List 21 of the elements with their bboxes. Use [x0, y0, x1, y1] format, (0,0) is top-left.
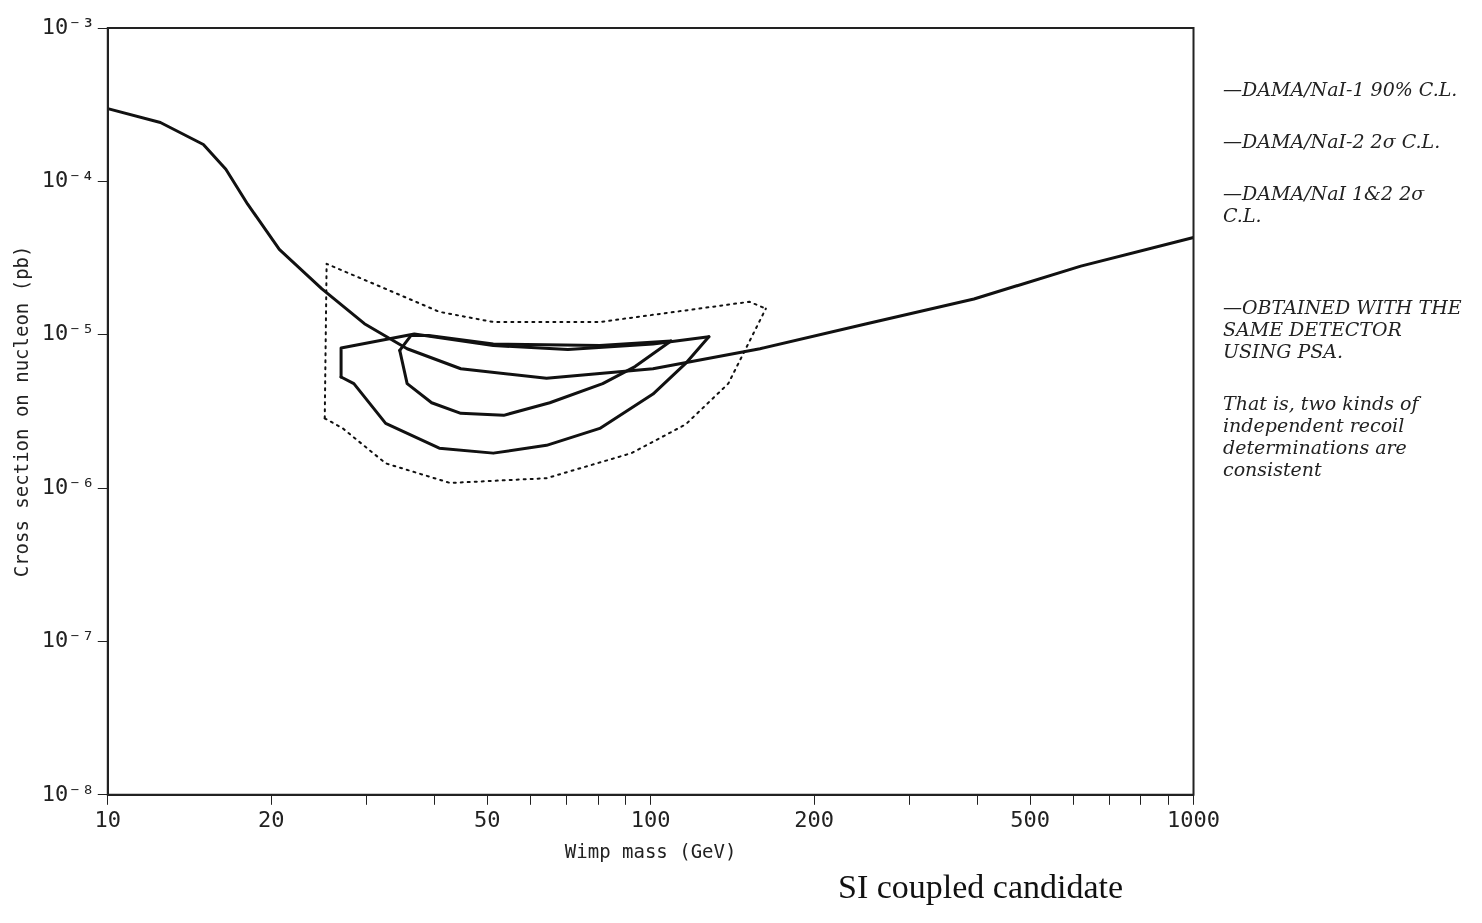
x-tick-label: 20 — [257, 806, 285, 832]
text: —DAMA/NaI-1 90% C.L. — [1223, 78, 1459, 100]
text: —DAMA/NaI 1&2 2σ C.L. — [1223, 182, 1426, 226]
y-tick-label: 10⁻⁵ — [41, 320, 95, 346]
y-tick-label: 10⁻³ — [41, 13, 95, 39]
x-tick-label: 50 — [473, 806, 501, 832]
y-axis-title: Cross section on nucleon (pb) — [10, 245, 33, 578]
text: SI coupled candidate — [838, 868, 1125, 906]
y-tick-label: 10⁻⁴ — [41, 167, 95, 193]
text: —DAMA/NaI-2 2σ C.L. — [1223, 130, 1442, 152]
text: —OBTAINED WITH THE SAME DETECTOR USING PSA. — [1223, 296, 1463, 362]
x-tick-label: 10 — [94, 806, 122, 832]
x-axis-title: Wimp mass (GeV) — [564, 839, 737, 862]
x-tick-label: 100 — [630, 806, 671, 832]
x-tick-label: 1000 — [1167, 806, 1220, 832]
y-tick-label: 10⁻⁸ — [41, 780, 95, 806]
text: That is, two kinds of independent recoil determinations are consistent — [1223, 392, 1423, 480]
y-tick-label: 10⁻⁶ — [41, 473, 95, 499]
y-tick-label: 10⁻⁷ — [41, 627, 95, 653]
x-tick-label: 200 — [794, 806, 834, 832]
x-tick-label: 500 — [1010, 806, 1050, 832]
